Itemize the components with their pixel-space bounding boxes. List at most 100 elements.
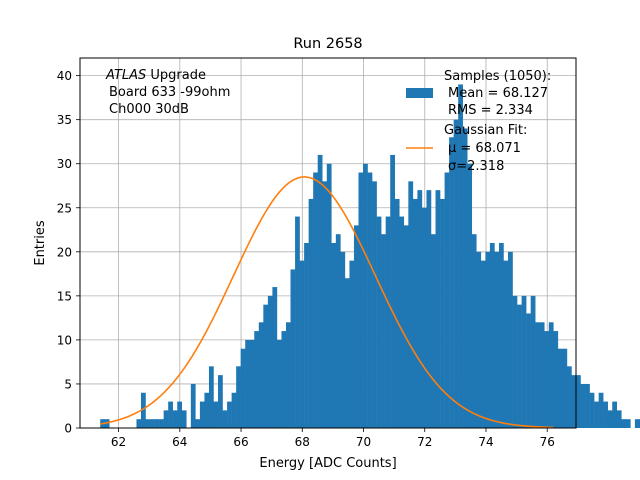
histogram-bar — [381, 234, 386, 428]
histogram-bar — [136, 419, 142, 428]
chart-title: Run 2658 — [293, 36, 362, 52]
y-tick-label: 40 — [57, 69, 72, 83]
histogram-bar — [376, 216, 382, 428]
histogram-bar — [349, 260, 355, 428]
histogram-bar — [616, 410, 622, 428]
histogram-bar — [603, 401, 608, 428]
histogram-bar — [471, 234, 477, 428]
histogram-bar — [444, 172, 450, 428]
histogram-bar — [172, 410, 178, 428]
histogram-bar — [498, 243, 504, 428]
histogram-bar — [535, 322, 540, 428]
histogram-bar — [553, 331, 559, 428]
legend-histogram-line-2: Mean = 68.127 — [448, 86, 548, 101]
y-axis: 0 5 10 15 20 25 30 35 40 — [57, 69, 80, 436]
histogram-bar — [163, 410, 169, 428]
histogram-bar — [367, 172, 373, 428]
histogram-bar — [258, 322, 264, 428]
histogram-bar — [254, 331, 260, 428]
histogram-bar — [589, 392, 595, 428]
histogram-bar — [140, 392, 146, 428]
legend-fit-line-3: σ=2.318 — [448, 159, 504, 174]
histogram-bar — [344, 278, 350, 428]
histogram-bar — [598, 392, 604, 428]
x-tick-label: 72 — [417, 435, 432, 449]
histogram-bar — [363, 163, 368, 428]
histogram-bar — [517, 304, 522, 428]
annotation-line-3: Ch000 30dB — [109, 102, 189, 117]
histogram-bar — [467, 163, 473, 428]
histogram-bar — [494, 251, 500, 428]
legend-fit-line-1: Gaussian Fit: — [444, 123, 527, 138]
y-tick-label: 30 — [57, 157, 72, 171]
x-axis: 62 64 66 68 70 72 74 76 — [111, 428, 555, 449]
histogram-bar — [503, 260, 509, 428]
histogram-bar — [227, 401, 232, 428]
histogram-bar — [281, 331, 287, 428]
legend-histogram-swatch — [406, 88, 433, 98]
y-tick-label: 15 — [57, 289, 72, 303]
histogram-bar — [399, 216, 405, 428]
histogram-bar — [585, 383, 590, 428]
histogram-bar — [458, 84, 463, 429]
histogram-bar — [299, 260, 305, 428]
histogram-bar — [521, 295, 527, 428]
x-axis-label: Energy [ADC Counts] — [259, 456, 396, 471]
histogram-bar — [263, 304, 269, 428]
histogram-bar — [181, 410, 187, 428]
histogram-bar — [340, 251, 346, 428]
histogram-bar — [199, 401, 205, 428]
histogram-bar — [426, 190, 432, 428]
plot-frame — [79, 57, 577, 429]
y-tick-label: 10 — [57, 333, 72, 347]
histogram-bar — [512, 295, 518, 428]
histogram-bar — [480, 260, 486, 428]
histogram-bar — [295, 216, 300, 428]
histogram-bar — [557, 348, 563, 428]
histogram-bar — [222, 410, 228, 428]
histogram-bar — [576, 375, 581, 428]
histogram-bar — [304, 243, 309, 428]
legend-histogram-line-3: RMS = 2.334 — [448, 103, 533, 118]
histogram-bar — [335, 234, 341, 428]
histogram-bar — [204, 392, 210, 428]
histogram-bar — [276, 339, 282, 428]
annotation-line-1: ATLAS Upgrade — [105, 68, 206, 83]
histogram-bar — [372, 181, 377, 428]
histogram-bar — [403, 225, 409, 428]
histogram-bar — [544, 331, 550, 428]
x-tick-label: 62 — [111, 435, 126, 449]
annotation-line-2: Board 633 -99ohm — [109, 85, 230, 100]
histogram-bar — [150, 419, 155, 428]
x-tick-label: 70 — [356, 435, 371, 449]
histogram-bar — [358, 172, 364, 428]
histogram-bar — [489, 243, 495, 428]
histogram-bar — [326, 163, 332, 428]
histogram-bar — [412, 198, 418, 428]
y-tick-label: 0 — [64, 422, 72, 436]
histogram-bar — [236, 366, 241, 428]
histogram-bar — [177, 401, 183, 428]
histogram-bar — [218, 375, 223, 428]
histogram-bar — [353, 225, 359, 428]
histogram-bar — [421, 207, 427, 428]
upgrade-label: Upgrade — [146, 68, 206, 83]
histogram-bar — [485, 251, 491, 428]
histogram-bar — [566, 366, 572, 428]
detector-annotation: ATLAS Upgrade Board 633 -99ohm Ch000 30d… — [105, 68, 230, 117]
histogram-bar — [313, 172, 318, 428]
histogram-bar — [408, 181, 414, 428]
histogram-bar — [449, 137, 454, 429]
y-tick-label: 25 — [57, 201, 72, 215]
histogram-bar — [154, 419, 160, 428]
histogram-bars — [100, 84, 640, 429]
histogram-bar — [625, 419, 631, 428]
histogram-bar — [476, 251, 482, 428]
atlas-label: ATLAS — [105, 68, 146, 83]
y-tick-label: 5 — [64, 377, 72, 391]
histogram-bar — [462, 128, 468, 429]
histogram-bar — [159, 419, 164, 428]
histogram-bar — [530, 295, 536, 428]
x-tick-label: 64 — [172, 435, 187, 449]
histogram-bar — [612, 401, 618, 428]
